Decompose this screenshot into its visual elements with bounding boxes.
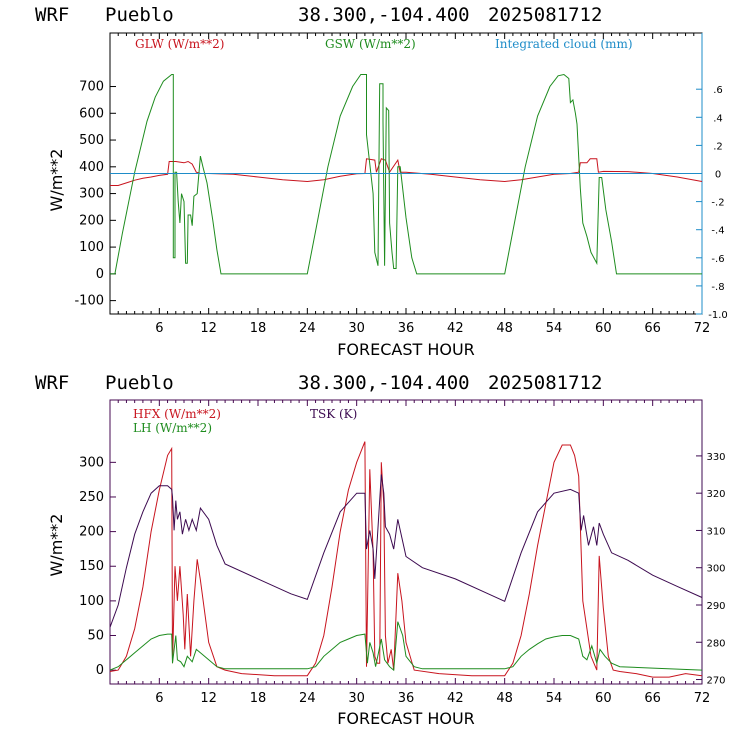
y2-tick-label: 290 — [706, 601, 725, 612]
y2-tick-label: -.8 — [711, 282, 724, 293]
x-tick-label: 54 — [546, 691, 563, 706]
y-tick-label: 0 — [96, 267, 104, 282]
x-tick-label: 12 — [200, 691, 217, 706]
y2-tick-label: .4 — [713, 113, 723, 124]
series-line-0 — [109, 441, 703, 678]
x-tick-label: 18 — [250, 321, 267, 336]
series-line-1 — [109, 621, 703, 672]
y-tick-label: 400 — [79, 160, 104, 175]
bottom-model-label: WRF — [35, 372, 69, 394]
y-tick-label: 50 — [87, 629, 104, 644]
y2-tick-label: 330 — [706, 452, 725, 463]
y2-tick-label: 280 — [706, 638, 725, 649]
x-tick-label: 18 — [250, 691, 267, 706]
x-tick-label: 42 — [447, 321, 464, 336]
series-line-0 — [110, 158, 703, 186]
legend-entry-0: GLW (W/m**2) — [135, 37, 224, 51]
x-tick-label: 36 — [398, 691, 415, 706]
y-tick-label: 200 — [79, 525, 104, 540]
x-tick-label: 6 — [155, 691, 163, 706]
x-tick-label: 36 — [398, 321, 415, 336]
x-tick-label: 24 — [299, 691, 316, 706]
bottom-coords-label: 38.300,-104.400 — [298, 372, 470, 394]
x-tick-label: 30 — [348, 321, 365, 336]
x-tick-label: 72 — [694, 321, 711, 336]
top-model-label: WRF — [35, 4, 69, 26]
y-tick-label: 250 — [79, 490, 104, 505]
y2-tick-label: 300 — [706, 564, 725, 575]
y2-tick-label: .6 — [713, 85, 723, 96]
x-tick-label: 30 — [348, 691, 365, 706]
y2-tick-label: -.2 — [711, 198, 724, 209]
y-tick-label: 100 — [79, 594, 104, 609]
legend-entry-2: TSK (K) — [310, 407, 357, 421]
flux-chart: 6 12 18 24 30 36 42 48 54 60 66 72 0 50 100 150 200 250 30… — [47, 399, 726, 728]
x-tick-label: 12 — [200, 321, 217, 336]
x-axis-title: FORECAST HOUR — [337, 340, 475, 359]
y2-tick-label: 270 — [706, 676, 725, 687]
radiation-chart: 6 12 18 24 30 36 42 48 54 60 66 72 -100 0 100 200 300 400… — [47, 32, 728, 359]
y-axis-title: W/m**2 — [47, 149, 66, 212]
x-tick-label: 54 — [546, 321, 563, 336]
y-tick-label: 100 — [79, 240, 104, 255]
legend-entry-2: Integrated cloud (mm) — [495, 37, 633, 51]
series-line-2 — [109, 474, 703, 628]
y-tick-label: -100 — [74, 294, 104, 309]
y2-tick-label: 320 — [706, 489, 725, 500]
x-tick-label: 48 — [496, 691, 513, 706]
y2-tick-label: 0 — [715, 170, 721, 181]
legend-entry-1: GSW (W/m**2) — [325, 37, 416, 51]
legend-entry-1: LH (W/m**2) — [133, 421, 212, 435]
y-tick-label: 300 — [79, 187, 104, 202]
x-tick-label: 60 — [595, 321, 612, 336]
y-tick-label: 0 — [96, 663, 104, 678]
y-tick-label: 150 — [79, 559, 104, 574]
y-tick-label: 200 — [79, 213, 104, 228]
x-axis-title: FORECAST HOUR — [337, 709, 475, 728]
y-tick-label: 300 — [79, 455, 104, 470]
y2-tick-label: 310 — [706, 526, 725, 537]
x-tick-label: 66 — [644, 691, 661, 706]
top-coords-label: 38.300,-104.400 — [298, 4, 470, 26]
bottom-init-time-label: 2025081712 — [488, 372, 602, 394]
bottom-panel-header: WRF Pueblo 38.300,-104.400 2025081712 — [35, 372, 602, 394]
top-init-time-label: 2025081712 — [488, 4, 602, 26]
y2-tick-label: .2 — [713, 141, 723, 152]
legend-entry-0: HFX (W/m**2) — [133, 407, 221, 421]
y-tick-label: 700 — [79, 80, 104, 95]
x-tick-label: 24 — [299, 321, 316, 336]
x-tick-label: 6 — [155, 321, 163, 336]
y-tick-label: 600 — [79, 106, 104, 121]
top-station-label: Pueblo — [105, 4, 174, 26]
y-tick-label: 500 — [79, 133, 104, 148]
top-panel-header: WRF Pueblo 38.300,-104.400 2025081712 — [35, 4, 602, 26]
x-tick-label: 60 — [595, 691, 612, 706]
x-tick-label: 48 — [496, 321, 513, 336]
y2-tick-label: -.4 — [711, 226, 724, 237]
y2-tick-label: -1.0 — [708, 310, 728, 321]
y2-tick-label: -.6 — [711, 254, 724, 265]
series-line-1 — [110, 73, 702, 275]
y-axis-title: W/m**2 — [47, 514, 66, 577]
x-tick-label: 42 — [447, 691, 464, 706]
bottom-station-label: Pueblo — [105, 372, 174, 394]
x-tick-label: 72 — [694, 691, 711, 706]
x-tick-label: 66 — [644, 321, 661, 336]
